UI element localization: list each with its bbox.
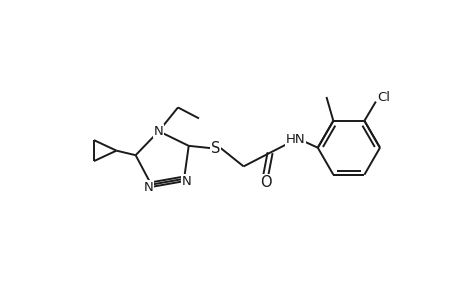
Text: N: N bbox=[154, 125, 163, 138]
Text: S: S bbox=[210, 141, 219, 156]
Text: HN: HN bbox=[285, 134, 304, 146]
Text: Cl: Cl bbox=[377, 92, 390, 104]
Text: N: N bbox=[182, 175, 191, 188]
Text: N: N bbox=[143, 181, 153, 194]
Text: O: O bbox=[259, 175, 271, 190]
